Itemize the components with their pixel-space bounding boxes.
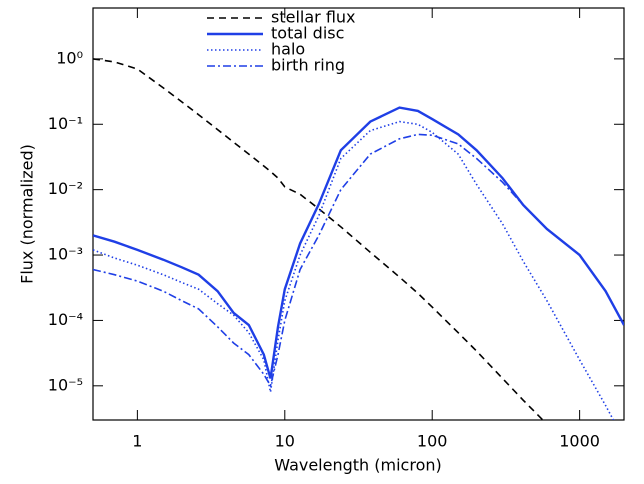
y-tick-label: 10⁻³ xyxy=(48,245,83,264)
series-line xyxy=(93,106,624,379)
y-tick-label: 10⁻¹ xyxy=(48,114,83,133)
plot-area xyxy=(93,58,624,420)
x-tick-label: 100 xyxy=(417,432,448,451)
x-tick-label: 1000 xyxy=(559,432,600,451)
x-tick-label: 1 xyxy=(132,432,142,451)
y-tick-label: 10⁰ xyxy=(56,48,83,67)
series-line xyxy=(93,58,544,420)
legend-label: total disc xyxy=(271,24,344,43)
y-axis-label: Flux (normalized) xyxy=(18,144,37,284)
x-tick-label: 10 xyxy=(275,432,295,451)
x-axis-label: Wavelength (micron) xyxy=(274,456,441,475)
legend-label: birth ring xyxy=(271,56,345,75)
legend-label: stellar flux xyxy=(271,8,356,27)
y-tick-label: 10⁻² xyxy=(48,179,83,198)
plot-frame xyxy=(92,7,625,421)
legend-label: halo xyxy=(271,40,305,59)
y-tick-label: 10⁻⁴ xyxy=(48,310,83,329)
y-tick-label: 10⁻⁵ xyxy=(48,375,83,394)
series-line xyxy=(93,120,615,420)
series-line xyxy=(93,133,624,388)
